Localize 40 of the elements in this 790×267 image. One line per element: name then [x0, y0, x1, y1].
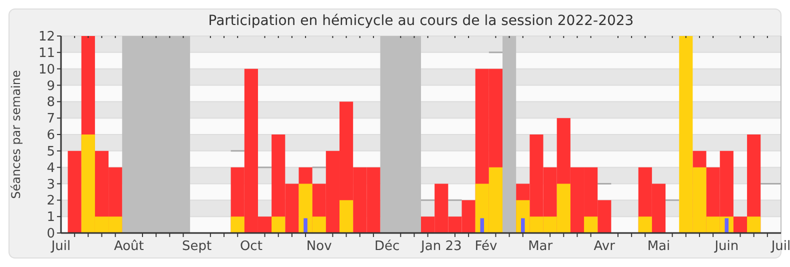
y-tick-label: 0	[46, 226, 55, 242]
x-tick-label: Juil	[50, 239, 71, 254]
y-tick-label: 2	[46, 194, 55, 209]
y-axis-title: Séances par semaine	[9, 70, 23, 199]
bar	[68, 150, 82, 233]
x-tick-label: Mai	[647, 239, 670, 254]
x-tick-label: Fév	[474, 239, 498, 254]
y-tick-label: 8	[46, 95, 55, 110]
bar	[724, 218, 729, 233]
y-tick-label: 5	[46, 144, 55, 160]
x-tick-label: Août	[114, 239, 144, 254]
bar	[733, 216, 748, 233]
x-tick-label: Avr	[594, 239, 616, 254]
y-tick-label: 4	[46, 160, 55, 176]
y-tick-label: 12	[38, 30, 55, 44]
y-tick-label: 9	[46, 78, 55, 94]
bar	[520, 218, 525, 233]
bar	[638, 216, 652, 233]
bar	[339, 200, 354, 233]
y-tick-label: 7	[46, 112, 55, 127]
x-tick-label: Mar	[528, 239, 554, 254]
y-tick-label: 6	[46, 128, 55, 143]
bar	[272, 216, 286, 233]
x-tick-label: Juil	[770, 239, 790, 254]
x-tick-label: Nov	[306, 239, 332, 254]
x-tick-label: Juin	[714, 239, 739, 254]
bar	[304, 218, 308, 233]
y-tick-label: 10	[38, 62, 55, 78]
y-tick-label: 3	[46, 177, 55, 192]
bar	[747, 216, 761, 233]
chart-title: Participation en hémicycle au cours de la session 2022-2023	[208, 13, 634, 29]
x-tick-label: Déc	[374, 239, 400, 254]
y-tick-label: 1	[46, 210, 55, 226]
x-tick-label: Oct	[240, 239, 262, 254]
bar	[230, 216, 244, 233]
bar	[480, 218, 484, 233]
bar	[584, 216, 598, 233]
x-tick-label: Sept	[182, 239, 212, 254]
x-tick-label: Jan 23	[420, 239, 462, 254]
y-tick-label: 11	[38, 46, 55, 61]
